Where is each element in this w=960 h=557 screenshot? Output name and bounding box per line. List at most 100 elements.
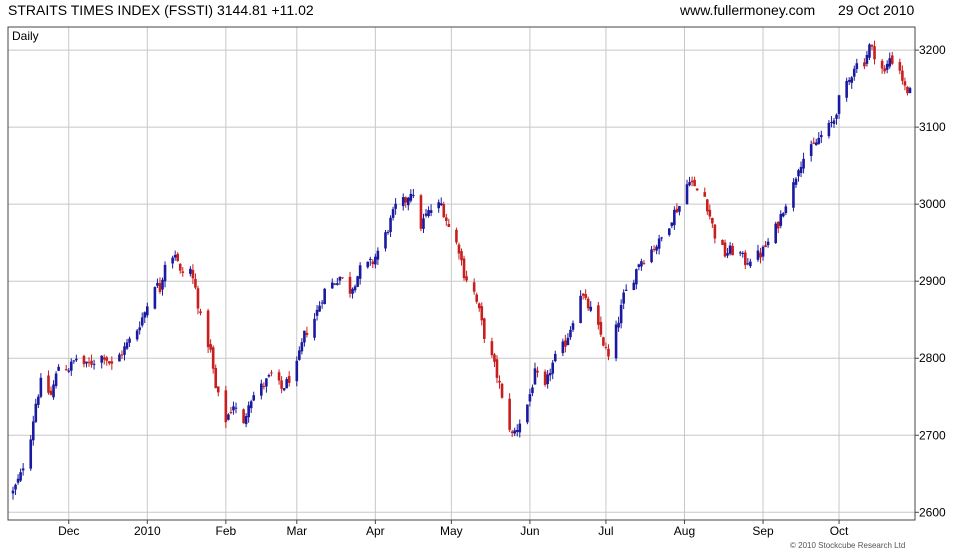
candle — [880, 58, 884, 74]
candle — [832, 117, 836, 128]
candle — [85, 361, 88, 368]
candle — [455, 227, 458, 245]
candle — [475, 292, 479, 304]
candle — [39, 373, 43, 399]
candle — [500, 382, 504, 399]
candle — [206, 308, 210, 354]
candle — [444, 213, 448, 226]
candle — [809, 140, 813, 162]
candle — [194, 273, 197, 290]
candle — [419, 194, 423, 232]
candle — [721, 239, 724, 246]
candle — [232, 401, 235, 415]
candle — [667, 227, 671, 237]
candle — [90, 354, 93, 368]
candle — [135, 329, 139, 342]
candle — [685, 179, 689, 205]
candle — [901, 65, 904, 85]
candle — [493, 353, 496, 368]
candle — [812, 137, 816, 145]
candle — [586, 296, 590, 311]
candle — [49, 386, 53, 396]
candle — [368, 256, 372, 266]
candle — [510, 429, 514, 437]
candle — [439, 197, 443, 207]
candle — [589, 301, 593, 313]
candle — [389, 215, 392, 238]
candle — [690, 176, 694, 187]
candle — [384, 229, 387, 252]
candle — [424, 208, 428, 218]
candle — [873, 40, 876, 65]
candle — [92, 359, 96, 370]
candle — [287, 371, 291, 387]
candle — [713, 223, 717, 244]
candle — [820, 130, 823, 143]
candle — [794, 177, 798, 188]
candle — [277, 369, 281, 385]
candle — [617, 316, 620, 332]
candle — [87, 357, 91, 367]
candle — [784, 203, 788, 216]
candle — [163, 261, 167, 288]
candle — [118, 352, 121, 362]
candle — [693, 176, 696, 187]
candle — [655, 244, 658, 255]
chart-date: 29 Oct 2010 — [838, 2, 915, 18]
candle — [229, 407, 233, 415]
candle — [224, 385, 228, 429]
x-tick-label: Dec — [58, 524, 79, 538]
candle — [406, 196, 410, 211]
candle — [761, 245, 765, 261]
candle — [536, 366, 539, 378]
candle — [865, 51, 869, 67]
candle — [47, 370, 50, 395]
candle — [480, 302, 484, 326]
candle — [678, 205, 681, 216]
candle — [374, 253, 377, 269]
period-label: Daily — [12, 29, 39, 43]
candle — [143, 311, 147, 324]
candle — [249, 399, 253, 413]
y-tick-label: 2600 — [919, 505, 946, 519]
candle — [850, 76, 854, 89]
candle — [209, 339, 212, 353]
candle — [650, 246, 653, 264]
candle — [561, 338, 565, 357]
candle — [657, 234, 661, 255]
x-tick-label: Apr — [366, 524, 385, 538]
candle — [703, 187, 707, 197]
candle — [247, 401, 250, 423]
candle — [333, 283, 337, 286]
candle — [69, 358, 73, 376]
candle — [14, 483, 17, 495]
candle — [619, 299, 623, 329]
candle — [320, 299, 324, 309]
candle — [642, 259, 646, 265]
candle — [731, 243, 734, 256]
candle — [774, 221, 778, 245]
candle — [341, 277, 344, 279]
candle — [105, 355, 109, 366]
candle — [313, 313, 316, 341]
candle — [323, 287, 326, 305]
x-tick-label: Mar — [286, 524, 307, 538]
candle — [799, 161, 803, 178]
candle — [705, 198, 709, 215]
candle — [196, 285, 200, 315]
candle — [161, 277, 164, 296]
candle — [120, 350, 124, 359]
candle — [749, 258, 752, 269]
candle — [189, 266, 192, 277]
candle — [100, 355, 103, 369]
grid-lines — [8, 27, 915, 520]
candle — [883, 65, 886, 74]
candle — [338, 276, 342, 285]
candle — [358, 262, 362, 285]
candle — [348, 271, 352, 298]
candle — [138, 321, 141, 335]
candle — [242, 408, 245, 424]
x-tick-label: Jun — [520, 524, 539, 538]
y-tick-label: 2700 — [919, 428, 946, 442]
candle — [31, 415, 35, 446]
